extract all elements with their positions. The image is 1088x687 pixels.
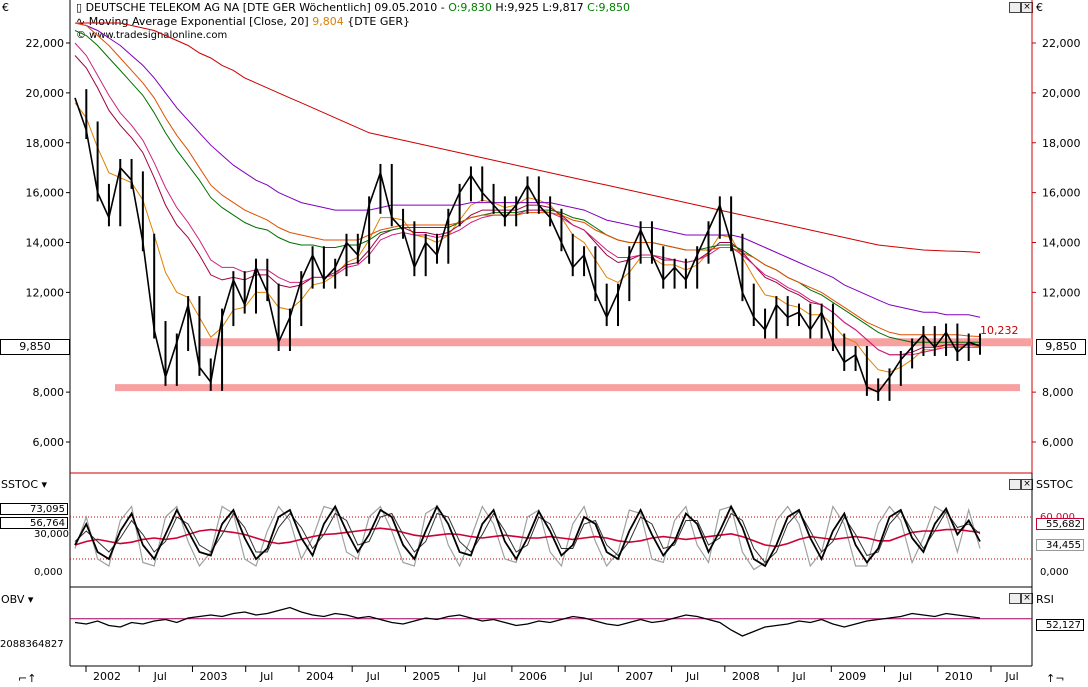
ma-line-4 xyxy=(75,22,981,253)
price-y-tick-right: 22,000 xyxy=(1042,37,1081,50)
price-y-tick-right: 18,000 xyxy=(1042,137,1081,150)
scroll-right-icon[interactable]: ↑¬ xyxy=(1046,672,1065,685)
sstoc-right-60: 60,000 xyxy=(1040,512,1075,523)
obv-series xyxy=(70,606,1032,637)
ma-icon: ∿ xyxy=(76,15,86,28)
ma-line-3 xyxy=(74,22,981,318)
x-tick-label: 2003 xyxy=(199,670,227,683)
x-tick-label: Jul xyxy=(259,670,273,683)
price-y-tick-right: 12,000 xyxy=(1042,286,1081,299)
currency-label-right: € xyxy=(1036,1,1043,14)
obv-restore-button[interactable] xyxy=(1009,593,1021,604)
x-tick-label: 2009 xyxy=(838,670,866,683)
price-y-tick-left: 14,000 xyxy=(26,237,65,250)
sstoc-tick-30: 30,000 xyxy=(34,529,69,540)
sstoc-d-tag: 56,764 xyxy=(0,517,68,529)
currency-label-left: € xyxy=(2,1,9,14)
price-y-tick-left: 12,000 xyxy=(26,286,65,299)
obv-title: OBV ▾ xyxy=(1,593,34,606)
price-series xyxy=(74,89,981,401)
price-y-tick-left: 22,000 xyxy=(26,37,65,50)
sstoc-right-0: 0,000 xyxy=(1040,567,1069,578)
x-tick-label: 2008 xyxy=(732,670,760,683)
ma-value: 9,804 xyxy=(312,15,344,28)
candle-icon: ▯ xyxy=(76,1,83,14)
rsi-value-tag: 52,127 xyxy=(1036,619,1084,631)
sstoc-line-3 xyxy=(74,505,981,571)
close-value: C:9,850 xyxy=(587,1,631,14)
sstoc-right-tag-1: 55,682 xyxy=(1036,518,1084,530)
ma-label: Moving Average Exponential [Close, 20] xyxy=(88,15,313,28)
x-tick-label: Jul xyxy=(791,670,805,683)
instrument-line: DEUTSCHE TELEKOM AG NA [DTE GER Wöchentl… xyxy=(85,1,449,14)
sstoc-restore-button[interactable] xyxy=(1009,479,1021,490)
price-y-tick-right: 14,000 xyxy=(1042,237,1081,250)
price-y-tick-left: 16,000 xyxy=(26,187,65,200)
high-low-value: H:9,925 L:9,817 xyxy=(491,1,588,14)
price-y-tick-right: 8,000 xyxy=(1042,386,1074,399)
x-axis-ticks: 2002 Jul 2003 Jul 2004 Jul 2005 Jul 2006 Jul 2007 J… xyxy=(85,666,1019,683)
dropdown-icon[interactable]: ▾ xyxy=(27,593,34,606)
x-tick-label: 2010 xyxy=(945,670,973,683)
support-band-upper xyxy=(200,338,1032,347)
sstoc-k-tag: 73,095 xyxy=(0,503,68,515)
x-tick-label: 2006 xyxy=(519,670,547,683)
x-tick-label: Jul xyxy=(366,670,380,683)
x-tick-label: Jul xyxy=(685,670,699,683)
price-y-ticks: 22,000 22,000 20,000 20,000 18,000 18,000 16,0… xyxy=(26,37,1081,449)
price-line xyxy=(74,97,981,394)
price-y-tick-right: 16,000 xyxy=(1042,187,1081,200)
price-y-tick-left: 8,000 xyxy=(33,386,65,399)
sstoc-line-1 xyxy=(74,510,981,564)
obv-line xyxy=(74,606,981,637)
sstoc-right-tag-2: 34,455 xyxy=(1036,539,1084,551)
instrument-header: ▯ DEUTSCHE TELEKOM AG NA [DTE GER Wöchen… xyxy=(76,1,630,14)
sstoc-title-right: SSTOC xyxy=(1036,478,1074,491)
dropdown-icon[interactable]: ▾ xyxy=(41,478,48,491)
rsi-title: RSI xyxy=(1036,593,1054,606)
x-tick-label: Jul xyxy=(578,670,592,683)
sstoc-line-0 xyxy=(74,504,981,568)
x-tick-label: 2005 xyxy=(412,670,440,683)
scroll-left-icon[interactable]: ⌐↑ xyxy=(18,672,37,685)
x-tick-label: Jul xyxy=(153,670,167,683)
sstoc-tick-0: 0,000 xyxy=(34,567,63,578)
copyright-text: © www.tradesignalonline.com xyxy=(76,30,228,41)
support-band-lower xyxy=(115,384,1020,392)
price-y-tick-left: 6,000 xyxy=(33,436,65,449)
x-tick-label: 2007 xyxy=(625,670,653,683)
x-tick-label: Jul xyxy=(1004,670,1018,683)
ma-suffix: {DTE GER} xyxy=(343,15,410,28)
support-lines xyxy=(115,338,1032,392)
obv-tick: 2088364827 xyxy=(0,639,64,650)
sstoc-series xyxy=(70,504,1032,571)
price-tag-left: 9,850 xyxy=(0,339,70,355)
x-tick-label: Jul xyxy=(472,670,486,683)
price-y-tick-left: 18,000 xyxy=(26,137,65,150)
restore-button[interactable] xyxy=(1009,2,1021,13)
price-tag-right: 9,850 xyxy=(1036,339,1086,355)
open-value: O:9,830 xyxy=(448,1,492,14)
x-tick-label: 2002 xyxy=(93,670,121,683)
price-y-tick-right: 20,000 xyxy=(1042,87,1081,100)
price-y-tick-right: 6,000 xyxy=(1042,436,1074,449)
x-tick-label: Jul xyxy=(898,670,912,683)
sstoc-title-left: SSTOC ▾ xyxy=(1,478,48,491)
price-y-tick-left: 20,000 xyxy=(26,87,65,100)
ma-header: ∿ Moving Average Exponential [Close, 20]… xyxy=(76,15,410,28)
x-tick-label: 2004 xyxy=(306,670,334,683)
ma-annotation: 10,232 xyxy=(980,324,1019,337)
